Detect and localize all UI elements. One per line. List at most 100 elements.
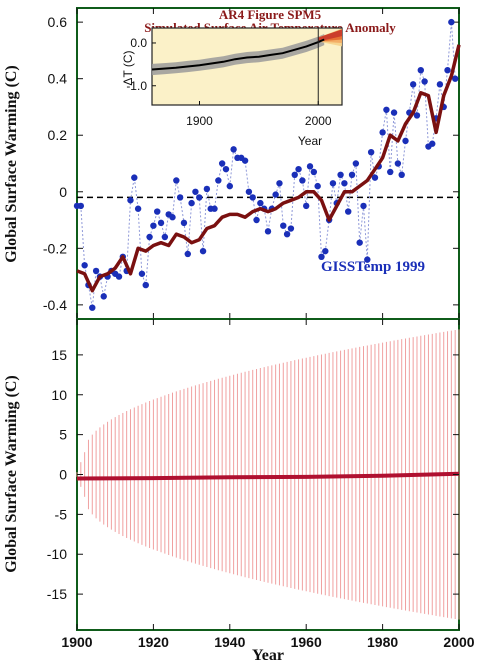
observed-point (134, 205, 142, 212)
observed-point (203, 185, 211, 193)
inset-y-tick-label: 0.0 (130, 36, 147, 50)
observed-point (131, 174, 138, 181)
observed-point (299, 177, 306, 184)
x-tick-label: 1980 (367, 634, 398, 650)
observed-point (169, 214, 176, 221)
observed-point (303, 202, 310, 210)
observed-point (337, 171, 344, 179)
observed-point (409, 81, 417, 88)
y-tick-label: 5 (59, 427, 67, 443)
inset-mean-line (151, 38, 325, 71)
bottom-model-series (76, 471, 460, 481)
x-tick-label: 2000 (443, 634, 474, 650)
observed-point (280, 222, 287, 229)
x-axis-title: Year (252, 647, 284, 664)
bottom-y-axis-title: Global Surface Warming (C) (3, 375, 20, 572)
observed-point (77, 202, 85, 210)
observed-point (295, 165, 302, 173)
x-tick-label: 1900 (61, 634, 92, 650)
top-y-axis-title: Global Surface Warming (C) (3, 65, 20, 262)
y-tick-label: 15 (51, 347, 67, 363)
observed-point (81, 262, 88, 269)
observed-point (264, 228, 272, 235)
observed-point (413, 112, 421, 119)
y-tick-label: -10 (47, 546, 67, 562)
observed-point (329, 180, 337, 187)
observed-point (211, 205, 218, 212)
observed-point (387, 168, 394, 176)
y-tick-label: 0 (59, 184, 67, 200)
observed-point (257, 199, 264, 207)
observed-point (241, 157, 249, 164)
observed-point (444, 67, 451, 74)
observed-point (142, 281, 149, 289)
observed-point (115, 273, 123, 280)
y-tick-label: -0.2 (43, 240, 67, 256)
observed-point (371, 174, 379, 181)
observed-point (150, 222, 157, 229)
observed-point (348, 171, 356, 179)
x-tick-label: 1940 (214, 634, 245, 650)
y-tick-label: 10 (51, 387, 67, 403)
observed-point (192, 188, 199, 195)
observed-point (89, 304, 96, 311)
y-tick-label: 0 (59, 467, 67, 483)
observed-point (364, 256, 371, 263)
inset-title-line-1: AR4 Figure SPM5 (219, 7, 322, 22)
x-axis: 1900 1920 1940 1960 1980 2000 (61, 319, 475, 650)
observed-point (199, 247, 207, 255)
observed-point (272, 191, 279, 198)
observed-point (287, 225, 295, 232)
x-tick-label: 1920 (138, 634, 169, 650)
inset-projection-fan (318, 29, 342, 42)
observed-point (230, 146, 237, 153)
observed-point (188, 199, 195, 207)
observed-point (222, 165, 230, 173)
inset-x-axis-title: Year (298, 134, 322, 148)
observed-point (276, 180, 283, 187)
observed-point (184, 250, 191, 258)
y-tick-label: -0.4 (43, 297, 67, 313)
observed-point (421, 78, 428, 85)
observed-point (417, 67, 424, 74)
observed-point (341, 180, 348, 187)
observed-point (180, 219, 188, 227)
observed-point (310, 168, 318, 176)
observed-point (127, 197, 134, 204)
observed-point (390, 109, 398, 116)
x-tick-label: 1960 (291, 634, 322, 650)
inset-y-tick-label: -1.0 (126, 79, 147, 93)
observed-point (226, 182, 233, 190)
observed-point (394, 160, 402, 167)
observed-point (253, 216, 260, 224)
observed-point (154, 208, 161, 215)
observed-point (218, 160, 226, 167)
y-tick-label: 0.6 (48, 14, 68, 30)
observed-point (429, 140, 436, 147)
inset-x-tick-label: 1900 (186, 114, 213, 128)
observed-point (322, 247, 329, 255)
bottom-model-line (76, 471, 460, 481)
observed-point (356, 239, 363, 246)
inset-y-axis-title: ΔT (C) (121, 50, 135, 85)
model-mean-line (76, 44, 461, 293)
observed-point (283, 230, 291, 238)
observed-point (345, 208, 352, 215)
legend-label: GISSTemp 1999 (321, 259, 425, 275)
observed-point (398, 171, 405, 179)
y-tick-label: 0.2 (48, 127, 68, 143)
observed-point (249, 194, 256, 201)
inset-x-tick-label: 2000 (305, 114, 332, 128)
observed-point (146, 233, 153, 241)
inset-plot-area: 0.0 -1.0 1900 2000 (126, 28, 342, 128)
observed-point (291, 171, 298, 179)
observed-point (402, 137, 409, 145)
observed-point (314, 182, 321, 190)
observed-point (92, 267, 100, 275)
observed-point (367, 148, 375, 156)
observed-point (318, 253, 325, 260)
observed-point (379, 129, 386, 136)
observed-point (451, 75, 459, 82)
observed-point (436, 81, 444, 88)
